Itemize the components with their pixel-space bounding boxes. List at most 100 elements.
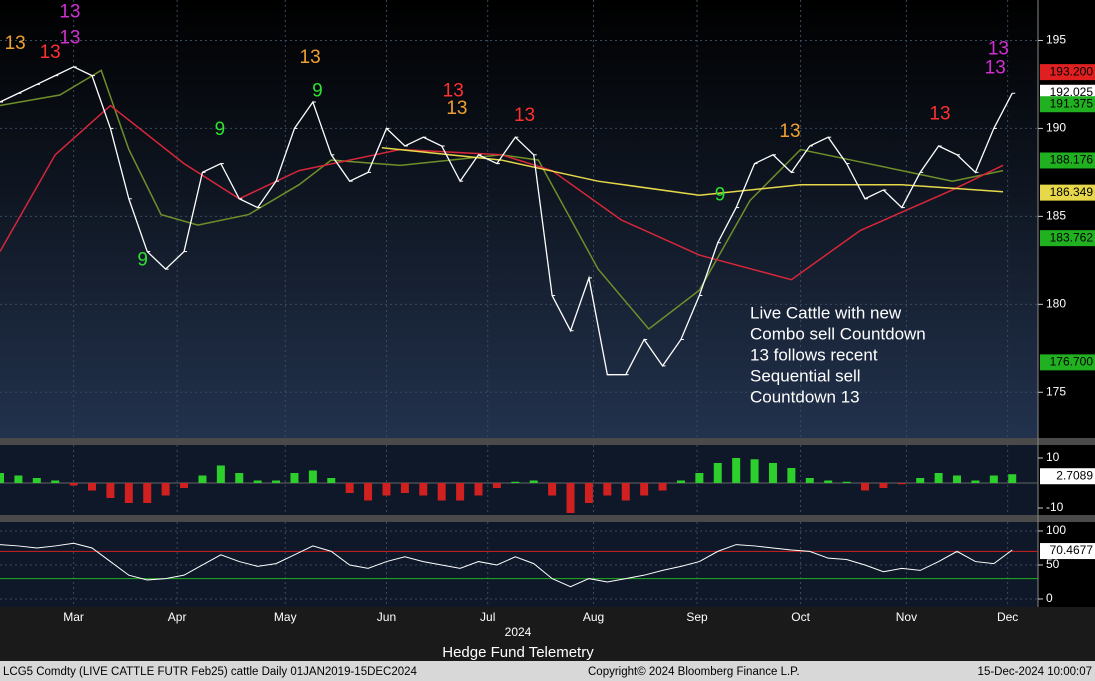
histogram-bar — [548, 483, 557, 496]
x-tick-label: Oct — [791, 610, 810, 624]
histogram-bar — [161, 483, 170, 496]
copyright: Copyright© 2024 Bloomberg Finance L.P. — [588, 666, 800, 678]
histogram-bar — [88, 483, 97, 491]
histogram-bar — [198, 475, 207, 483]
x-tick-label: Jun — [377, 610, 396, 624]
setup-count: 13 — [5, 33, 26, 54]
indicator-line — [0, 542, 1013, 588]
histogram-bar — [842, 481, 851, 483]
histogram-bar — [566, 483, 575, 513]
histogram-bar — [474, 483, 483, 496]
setup-count: 13 — [446, 98, 467, 119]
histogram-bar — [768, 463, 777, 483]
year-label: 2024 — [505, 625, 532, 639]
histogram-bar — [253, 480, 262, 483]
price-label-box — [1040, 96, 1095, 113]
histogram-bar — [308, 470, 317, 483]
histogram-bar — [732, 458, 741, 483]
y-tick-label: -10 — [1046, 500, 1064, 514]
histogram-bar — [437, 483, 446, 501]
price-label: 70.4677 — [1050, 543, 1094, 557]
histogram-bar — [180, 483, 189, 488]
histogram-bar — [345, 483, 354, 493]
setup-count: 13 — [59, 28, 80, 49]
histogram-bar — [327, 478, 336, 483]
histogram-bar — [603, 483, 612, 496]
histogram-bar — [787, 468, 796, 483]
price-label: 193.200 — [1050, 64, 1094, 78]
histogram-bar — [621, 483, 630, 501]
histogram-bar — [529, 480, 538, 483]
histogram-bar — [897, 483, 906, 485]
price-label-box — [1040, 64, 1095, 81]
histogram-bar — [695, 473, 704, 483]
macd-panel — [0, 445, 1038, 515]
setup-count: 9 — [137, 249, 148, 270]
price-label-box — [1040, 354, 1095, 371]
main-panel — [0, 0, 1038, 438]
price-label: 2.7089 — [1056, 468, 1093, 482]
histogram-bar — [0, 473, 4, 483]
histogram-bar — [953, 475, 962, 483]
histogram-bar — [861, 483, 869, 491]
histogram-bar — [382, 483, 391, 496]
price-label: 186.349 — [1050, 185, 1094, 199]
timestamp: 15-Dec-2024 10:00:07 — [978, 666, 1092, 678]
histogram-bar — [713, 463, 722, 483]
histogram-bar — [14, 475, 23, 483]
histogram-bar — [216, 465, 225, 483]
x-tick-label: Aug — [583, 610, 604, 624]
histogram-bar — [364, 483, 373, 501]
x-tick-label: Mar — [63, 610, 84, 624]
histogram-bar — [971, 480, 980, 483]
histogram-bar — [824, 480, 833, 483]
y-tick-label: 50 — [1046, 557, 1060, 571]
histogram-bar — [916, 478, 925, 483]
histogram-bar — [1008, 474, 1017, 483]
price-label-box — [1040, 543, 1095, 560]
setup-count: 13 — [59, 1, 80, 22]
histogram-bar — [750, 459, 759, 483]
y-tick-label: 0 — [1046, 591, 1053, 605]
histogram-bar — [492, 483, 501, 488]
price-label: 192.025 — [1050, 85, 1094, 99]
y-tick-label: 100 — [1046, 523, 1066, 537]
setup-count: 13 — [443, 80, 464, 101]
histogram-bar — [879, 483, 888, 488]
x-tick-label: Jul — [480, 610, 495, 624]
histogram-bar — [32, 478, 41, 483]
divider — [0, 438, 1095, 445]
y-tick-label: 195 — [1046, 33, 1066, 47]
price-line — [0, 66, 1013, 376]
histogram-bar — [235, 473, 244, 483]
status-bar — [0, 661, 1095, 681]
histogram-bar — [400, 483, 409, 493]
setup-count: 9 — [715, 184, 726, 205]
x-tick-label: Nov — [896, 610, 917, 624]
histogram-bar — [658, 483, 667, 491]
setup-count: 13 — [779, 121, 800, 142]
annotation: Sequential sell — [750, 366, 861, 385]
y-tick-label: 185 — [1046, 209, 1066, 223]
x-tick-label: May — [274, 610, 297, 624]
annotation: Countdown 13 — [750, 387, 860, 406]
histogram-bar — [456, 483, 465, 501]
security: LCG5 Comdty (LIVE CATTLE FUTR Feb25) cat… — [3, 666, 418, 678]
histogram-bar — [934, 473, 943, 483]
histogram-bar — [51, 480, 60, 483]
setup-count: 13 — [985, 58, 1006, 79]
footer-title: Hedge Fund Telemetry — [442, 644, 594, 661]
histogram-bar — [124, 483, 133, 503]
histogram-bar — [805, 478, 814, 483]
setup-count: 13 — [988, 38, 1009, 59]
histogram-bar — [419, 483, 428, 496]
histogram-bar — [511, 481, 520, 483]
y-tick-label: 180 — [1046, 296, 1066, 310]
histogram-bar — [989, 475, 998, 483]
setup-count: 13 — [40, 42, 61, 63]
price-label: 188.176 — [1050, 153, 1094, 167]
y-tick-label: 175 — [1046, 384, 1066, 398]
histogram-bar — [143, 483, 152, 503]
histogram-bar — [106, 483, 115, 498]
